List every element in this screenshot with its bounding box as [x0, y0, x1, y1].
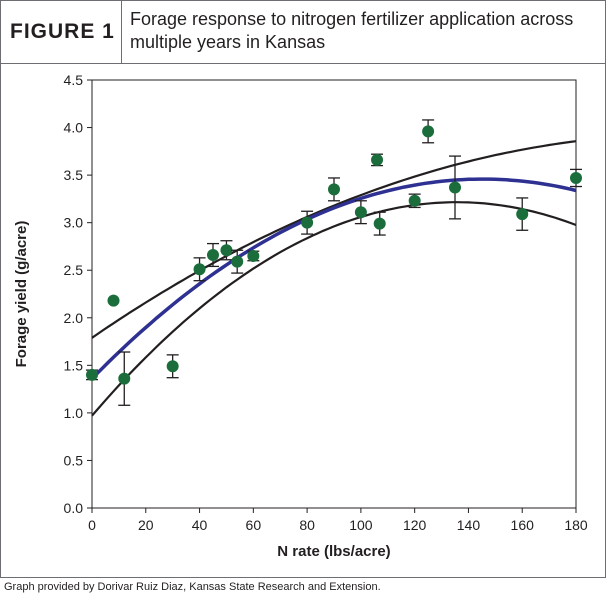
x-tick-label: 120	[403, 517, 427, 533]
y-tick-label: 0.5	[64, 452, 84, 468]
x-tick-label: 20	[138, 517, 154, 533]
data-point	[354, 206, 367, 219]
x-tick-label: 80	[299, 517, 315, 533]
figure-title: Forage response to nitrogen fertilizer a…	[130, 9, 574, 52]
figure-header: FIGURE 1 Forage response to nitrogen fer…	[0, 0, 606, 64]
x-tick-label: 60	[246, 517, 262, 533]
data-point	[207, 249, 219, 262]
x-tick-label: 140	[457, 517, 481, 533]
figure-credit: Graph provided by Dorivar Ruiz Diaz, Kan…	[4, 581, 381, 593]
y-tick-label: 4.0	[64, 120, 84, 136]
x-tick-label: 40	[192, 517, 208, 533]
fitted-curve	[90, 177, 577, 380]
y-tick-label: 3.0	[64, 215, 84, 231]
data-point	[422, 125, 435, 138]
data-point	[107, 294, 120, 307]
data-point	[371, 153, 384, 166]
data-point	[408, 194, 421, 207]
data-point	[193, 263, 206, 276]
plot-area	[91, 79, 577, 509]
figure-label: FIGURE 1	[0, 0, 122, 63]
x-tick-label: 100	[349, 517, 373, 533]
x-tick-label: 0	[88, 517, 96, 533]
y-tick-label: 1.0	[64, 405, 84, 421]
y-tick-label: 4.5	[64, 72, 84, 88]
data-point	[220, 244, 233, 257]
chart: 0.0 0.5 1.0 1.5 2.0 2.5 3.0 3.5 4.0 4.5 0 20 40 60 80…	[13, 72, 588, 560]
y-tick-label: 2.5	[64, 262, 84, 278]
data-point	[328, 183, 340, 196]
y-tick-label: 2.0	[64, 310, 84, 326]
data-point	[231, 255, 244, 268]
data-point	[449, 181, 461, 194]
y-axis-title: Forage yield (g/acre)	[13, 221, 30, 368]
x-axis-title: N rate (lbs/acre)	[277, 543, 390, 560]
data-point	[247, 249, 260, 262]
figure-frame	[0, 0, 606, 578]
data-point	[166, 360, 179, 373]
upper-confidence-curve	[91, 140, 577, 339]
lower-confidence-curve	[91, 201, 577, 417]
data-point	[301, 216, 314, 229]
y-tick-label: 3.5	[64, 167, 84, 183]
data-point	[86, 368, 98, 381]
data-point	[516, 208, 529, 221]
data-point	[118, 372, 131, 385]
y-tick-label: 1.5	[64, 357, 84, 373]
y-tick-label: 0.0	[64, 500, 84, 516]
x-tick-label: 180	[564, 517, 588, 533]
data-point	[570, 171, 582, 184]
x-tick-label: 160	[511, 517, 535, 533]
data-point	[373, 217, 386, 230]
